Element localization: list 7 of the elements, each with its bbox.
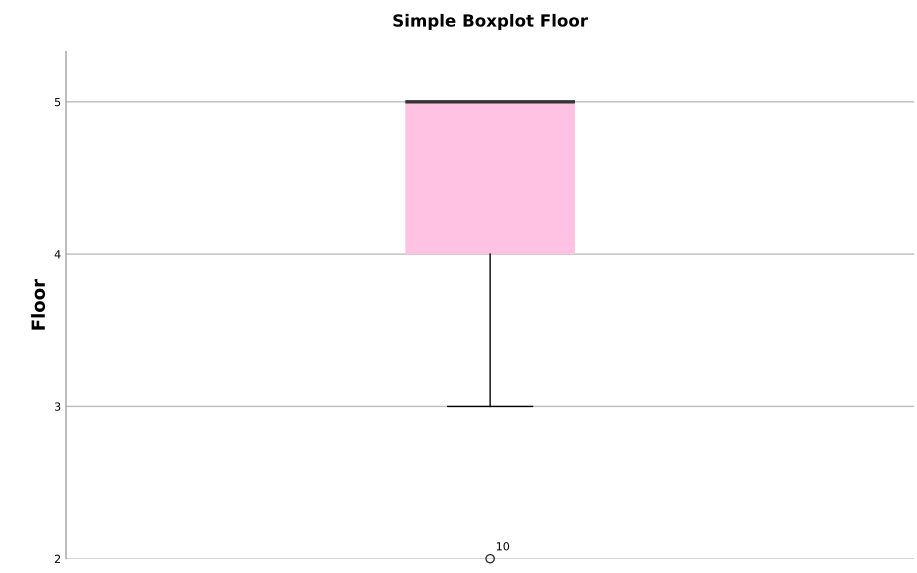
- y-axis-title: Floor: [31, 279, 46, 330]
- chart-title: Simple Boxplot Floor: [393, 14, 588, 30]
- y-tick-label: 5: [54, 98, 60, 106]
- y-tick-label: 2: [54, 554, 60, 563]
- y-tick-label: 4: [54, 250, 61, 258]
- annotation: 10: [496, 542, 510, 550]
- y-tick-label: 3: [54, 402, 60, 411]
